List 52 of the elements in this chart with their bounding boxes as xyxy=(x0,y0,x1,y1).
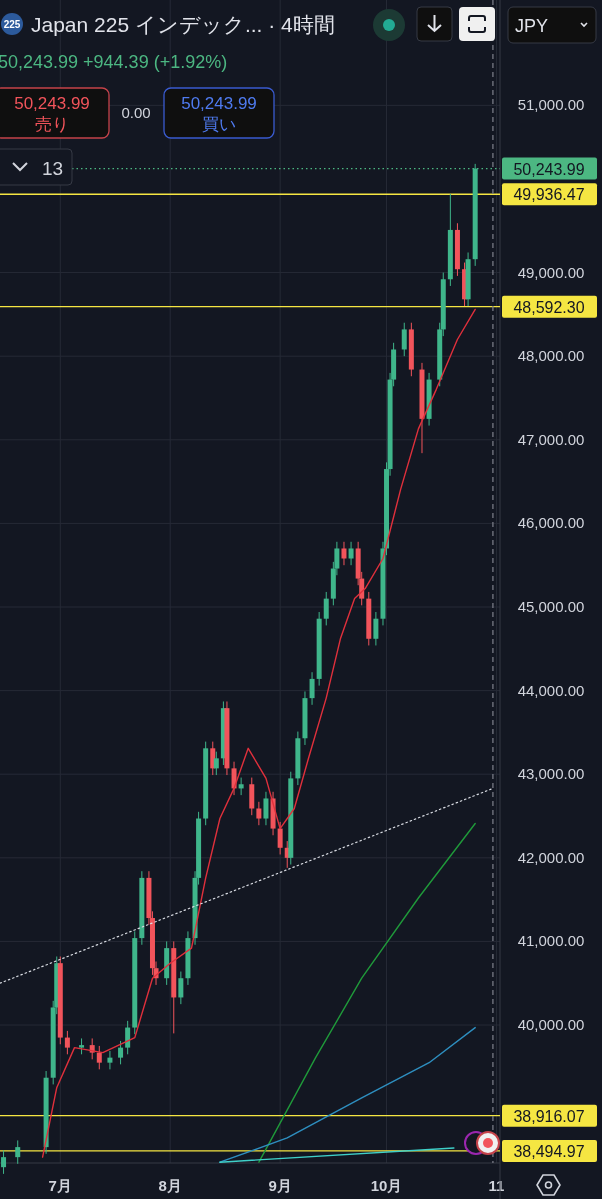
line-series xyxy=(258,822,476,1163)
ref-line-label: 38,494.97 xyxy=(513,1142,585,1160)
candlestick xyxy=(213,751,219,776)
x-tick-label: 9月 xyxy=(268,1177,292,1194)
candlestick xyxy=(238,777,244,796)
annotation: 50,243.99 xyxy=(14,94,90,113)
candlestick xyxy=(373,611,379,646)
candlestick xyxy=(125,1020,131,1055)
y-tick-label: 43,000.00 xyxy=(517,765,585,783)
candlestick xyxy=(15,1139,21,1165)
candlestick xyxy=(341,541,347,566)
candlestick xyxy=(348,541,354,566)
candlestick xyxy=(178,971,184,1005)
candlestick xyxy=(118,1040,124,1065)
ref-line-label: 48,592.30 xyxy=(513,298,585,316)
y-tick-label: 47,000.00 xyxy=(517,430,585,448)
y-tick-label: 44,000.00 xyxy=(517,681,585,699)
candlestick xyxy=(256,801,262,826)
candlestick xyxy=(96,1045,102,1070)
y-tick-label: 42,000.00 xyxy=(517,848,585,866)
x-tick-label: 10月 xyxy=(370,1177,403,1194)
annotation: 225 xyxy=(3,19,21,30)
candlestick xyxy=(263,791,269,826)
annotation: 13 xyxy=(42,158,64,179)
x-tick-label: 7月 xyxy=(48,1177,72,1194)
y-tick-label: 49,000.00 xyxy=(517,263,585,281)
text: Japan 225 インデック... · 4時間 xyxy=(31,13,335,36)
annotation: 売り xyxy=(35,115,69,134)
candlestick xyxy=(309,671,315,706)
annotation: 50,243.99 xyxy=(181,94,257,113)
ref-line-label: 49,936.47 xyxy=(513,186,585,204)
candlestick xyxy=(401,322,407,357)
annotation: 買い xyxy=(202,115,236,134)
y-tick-label: 45,000.00 xyxy=(517,598,585,615)
x-tick-label: 8月 xyxy=(158,1177,182,1194)
ref-line-label: 38,916.07 xyxy=(513,1107,585,1125)
line-series xyxy=(41,308,476,1158)
candlestick xyxy=(107,1050,113,1070)
y-tick-label: 46,000.00 xyxy=(517,514,585,532)
x-tick-label: 11 xyxy=(488,1177,505,1194)
candlestick xyxy=(210,741,216,776)
y-tick-label: 41,000.00 xyxy=(517,932,585,950)
y-tick-label: 40,000.00 xyxy=(517,1016,585,1034)
candlestick xyxy=(277,821,283,855)
annotation: 0.00 xyxy=(121,104,151,121)
candlestick xyxy=(1,1149,7,1175)
candlestick xyxy=(64,1030,70,1055)
ref-line-label: 50,243.99 xyxy=(513,160,585,178)
text: JPY xyxy=(515,16,549,36)
y-tick-label: 51,000.00 xyxy=(517,96,585,114)
y-tick-label: 48,000.00 xyxy=(517,347,585,365)
candlestick xyxy=(323,591,329,626)
